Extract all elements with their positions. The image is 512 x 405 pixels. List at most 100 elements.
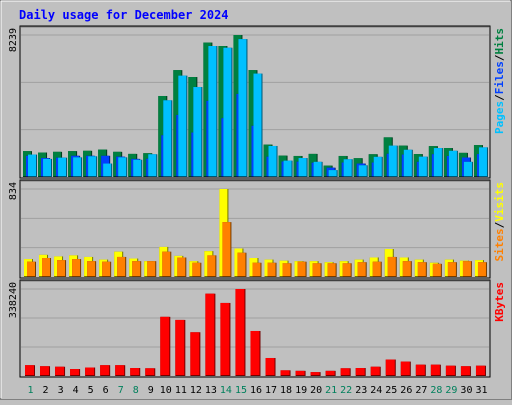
sites-bar-day-28 xyxy=(432,263,442,277)
day-label-24: 24 xyxy=(370,385,382,396)
kbytes-bar-day-29 xyxy=(445,365,456,376)
kbytes-bar-day-10 xyxy=(160,316,171,376)
kbytes-bar-day-3-face xyxy=(55,366,65,375)
pages-bar-day-14-face xyxy=(223,47,232,176)
day-label-22: 22 xyxy=(340,385,352,396)
legend-entry: / xyxy=(493,221,506,228)
sites-bar-day-9-face xyxy=(147,261,156,276)
sites-bar-day-10 xyxy=(162,251,172,277)
kbytes-bar-day-17-face xyxy=(265,357,275,375)
pages-bar-day-9 xyxy=(148,154,158,177)
legend-entry: / xyxy=(493,94,506,101)
kbytes-bar-day-8 xyxy=(130,368,141,376)
pages-bar-day-10 xyxy=(163,100,173,177)
sites-bar-day-18-face xyxy=(282,263,291,276)
sites-bar-day-17 xyxy=(267,262,277,277)
sites-bar-day-7-face xyxy=(117,256,126,276)
legend-entry: KBytes xyxy=(493,282,506,322)
kbytes-bar-day-15 xyxy=(235,289,246,376)
pages-bar-day-12 xyxy=(193,87,203,177)
pages-bar-day-30 xyxy=(463,161,473,177)
sites-bar-day-12 xyxy=(192,262,202,277)
sites-bar-day-16 xyxy=(252,262,262,277)
day-label-21: 21 xyxy=(325,385,337,396)
day-label-17: 17 xyxy=(265,385,277,396)
kbytes-bar-day-1-face xyxy=(25,365,34,375)
day-label-9: 9 xyxy=(148,385,154,396)
sites-bar-day-20-face xyxy=(312,263,321,276)
kbytes-bar-day-9 xyxy=(145,368,156,376)
kbytes-bar-day-22-face xyxy=(340,368,350,375)
sites-bar-day-22 xyxy=(342,263,352,277)
pages-bar-day-29 xyxy=(448,150,458,177)
sites-bar-day-21 xyxy=(327,263,337,277)
kbytes-bar-day-14 xyxy=(220,302,231,376)
sites-bar-day-13-face xyxy=(207,255,216,276)
hits-bar-day-12 xyxy=(188,77,198,177)
sites-bar-day-27 xyxy=(417,262,427,277)
kbytes-bar-day-27 xyxy=(415,364,426,376)
kbytes-bar-day-16 xyxy=(250,330,261,376)
kbytes-bar-day-20-face xyxy=(310,372,320,375)
pages-bar-day-1 xyxy=(28,154,37,177)
kbytes-bar-day-31 xyxy=(475,365,486,376)
panel-hits-files-pages-max-label: 8239 xyxy=(8,28,19,52)
day-label-6: 6 xyxy=(103,385,109,396)
sites-bar-day-25-face xyxy=(387,256,396,276)
pages-bar-day-19-face xyxy=(298,158,307,176)
kbytes-bar-day-2-face xyxy=(40,366,50,375)
legend-entry: Hits xyxy=(493,28,506,55)
sites-bar-day-16-face xyxy=(252,262,261,276)
kbytes-bar-day-26-face xyxy=(400,361,410,375)
pages-bar-day-10-face xyxy=(163,100,172,176)
pages-bar-day-17 xyxy=(268,145,278,177)
kbytes-bar-day-30-face xyxy=(460,366,470,375)
kbytes-bar-day-5 xyxy=(85,367,96,376)
day-label-12: 12 xyxy=(190,385,202,396)
pages-bar-day-19 xyxy=(298,158,308,177)
kbytes-bar-day-25-face xyxy=(385,359,395,375)
pages-bar-day-22-face xyxy=(343,159,352,176)
sites-bar-day-1-face xyxy=(27,261,35,276)
pages-bar-day-12-face xyxy=(193,87,202,176)
pages-bar-day-23-face xyxy=(358,165,367,176)
pages-bar-day-21-face xyxy=(328,170,337,176)
kbytes-bar-day-14-face xyxy=(220,302,230,375)
kbytes-bar-day-13-face xyxy=(205,293,215,375)
sites-bar-day-5 xyxy=(87,261,97,277)
kbytes-bar-day-7-face xyxy=(115,365,125,375)
kbytes-bar-day-31-face xyxy=(475,365,485,375)
day-label-23: 23 xyxy=(355,385,367,396)
sites-bar-day-14 xyxy=(222,222,232,277)
hits-bar-day-12-face xyxy=(188,77,197,176)
sites-bar-day-31-face xyxy=(477,262,486,276)
legend-entry: Files xyxy=(493,61,506,94)
pages-bar-day-14 xyxy=(223,47,233,177)
sites-bar-day-12-face xyxy=(192,262,201,276)
kbytes-bar-day-21-face xyxy=(325,370,335,375)
sites-bar-day-20 xyxy=(312,263,322,277)
day-label-18: 18 xyxy=(280,385,292,396)
pages-bar-day-2-face xyxy=(43,158,52,176)
panel-visits-sites-max-label: 834 xyxy=(8,182,19,200)
sites-bar-day-8 xyxy=(132,261,142,277)
pages-bar-day-8 xyxy=(133,159,143,177)
legend-entry: / xyxy=(493,54,506,61)
day-label-20: 20 xyxy=(310,385,322,396)
sites-bar-day-4-face xyxy=(72,259,81,276)
pages-bar-day-2 xyxy=(43,158,53,177)
pages-bar-day-18 xyxy=(283,160,293,177)
kbytes-bar-day-11 xyxy=(175,319,186,376)
kbytes-bar-day-24-face xyxy=(370,366,380,375)
pages-bar-day-24 xyxy=(373,156,383,177)
day-label-4: 4 xyxy=(73,385,79,396)
panel-kbytes-legend: KBytes xyxy=(493,282,506,322)
pages-bar-day-24-face xyxy=(373,156,382,176)
kbytes-bar-day-12 xyxy=(190,332,201,376)
pages-bar-day-17-face xyxy=(268,145,277,176)
kbytes-bar-day-17 xyxy=(265,357,276,376)
kbytes-bar-day-13 xyxy=(205,293,216,376)
sites-bar-day-19 xyxy=(297,261,307,277)
